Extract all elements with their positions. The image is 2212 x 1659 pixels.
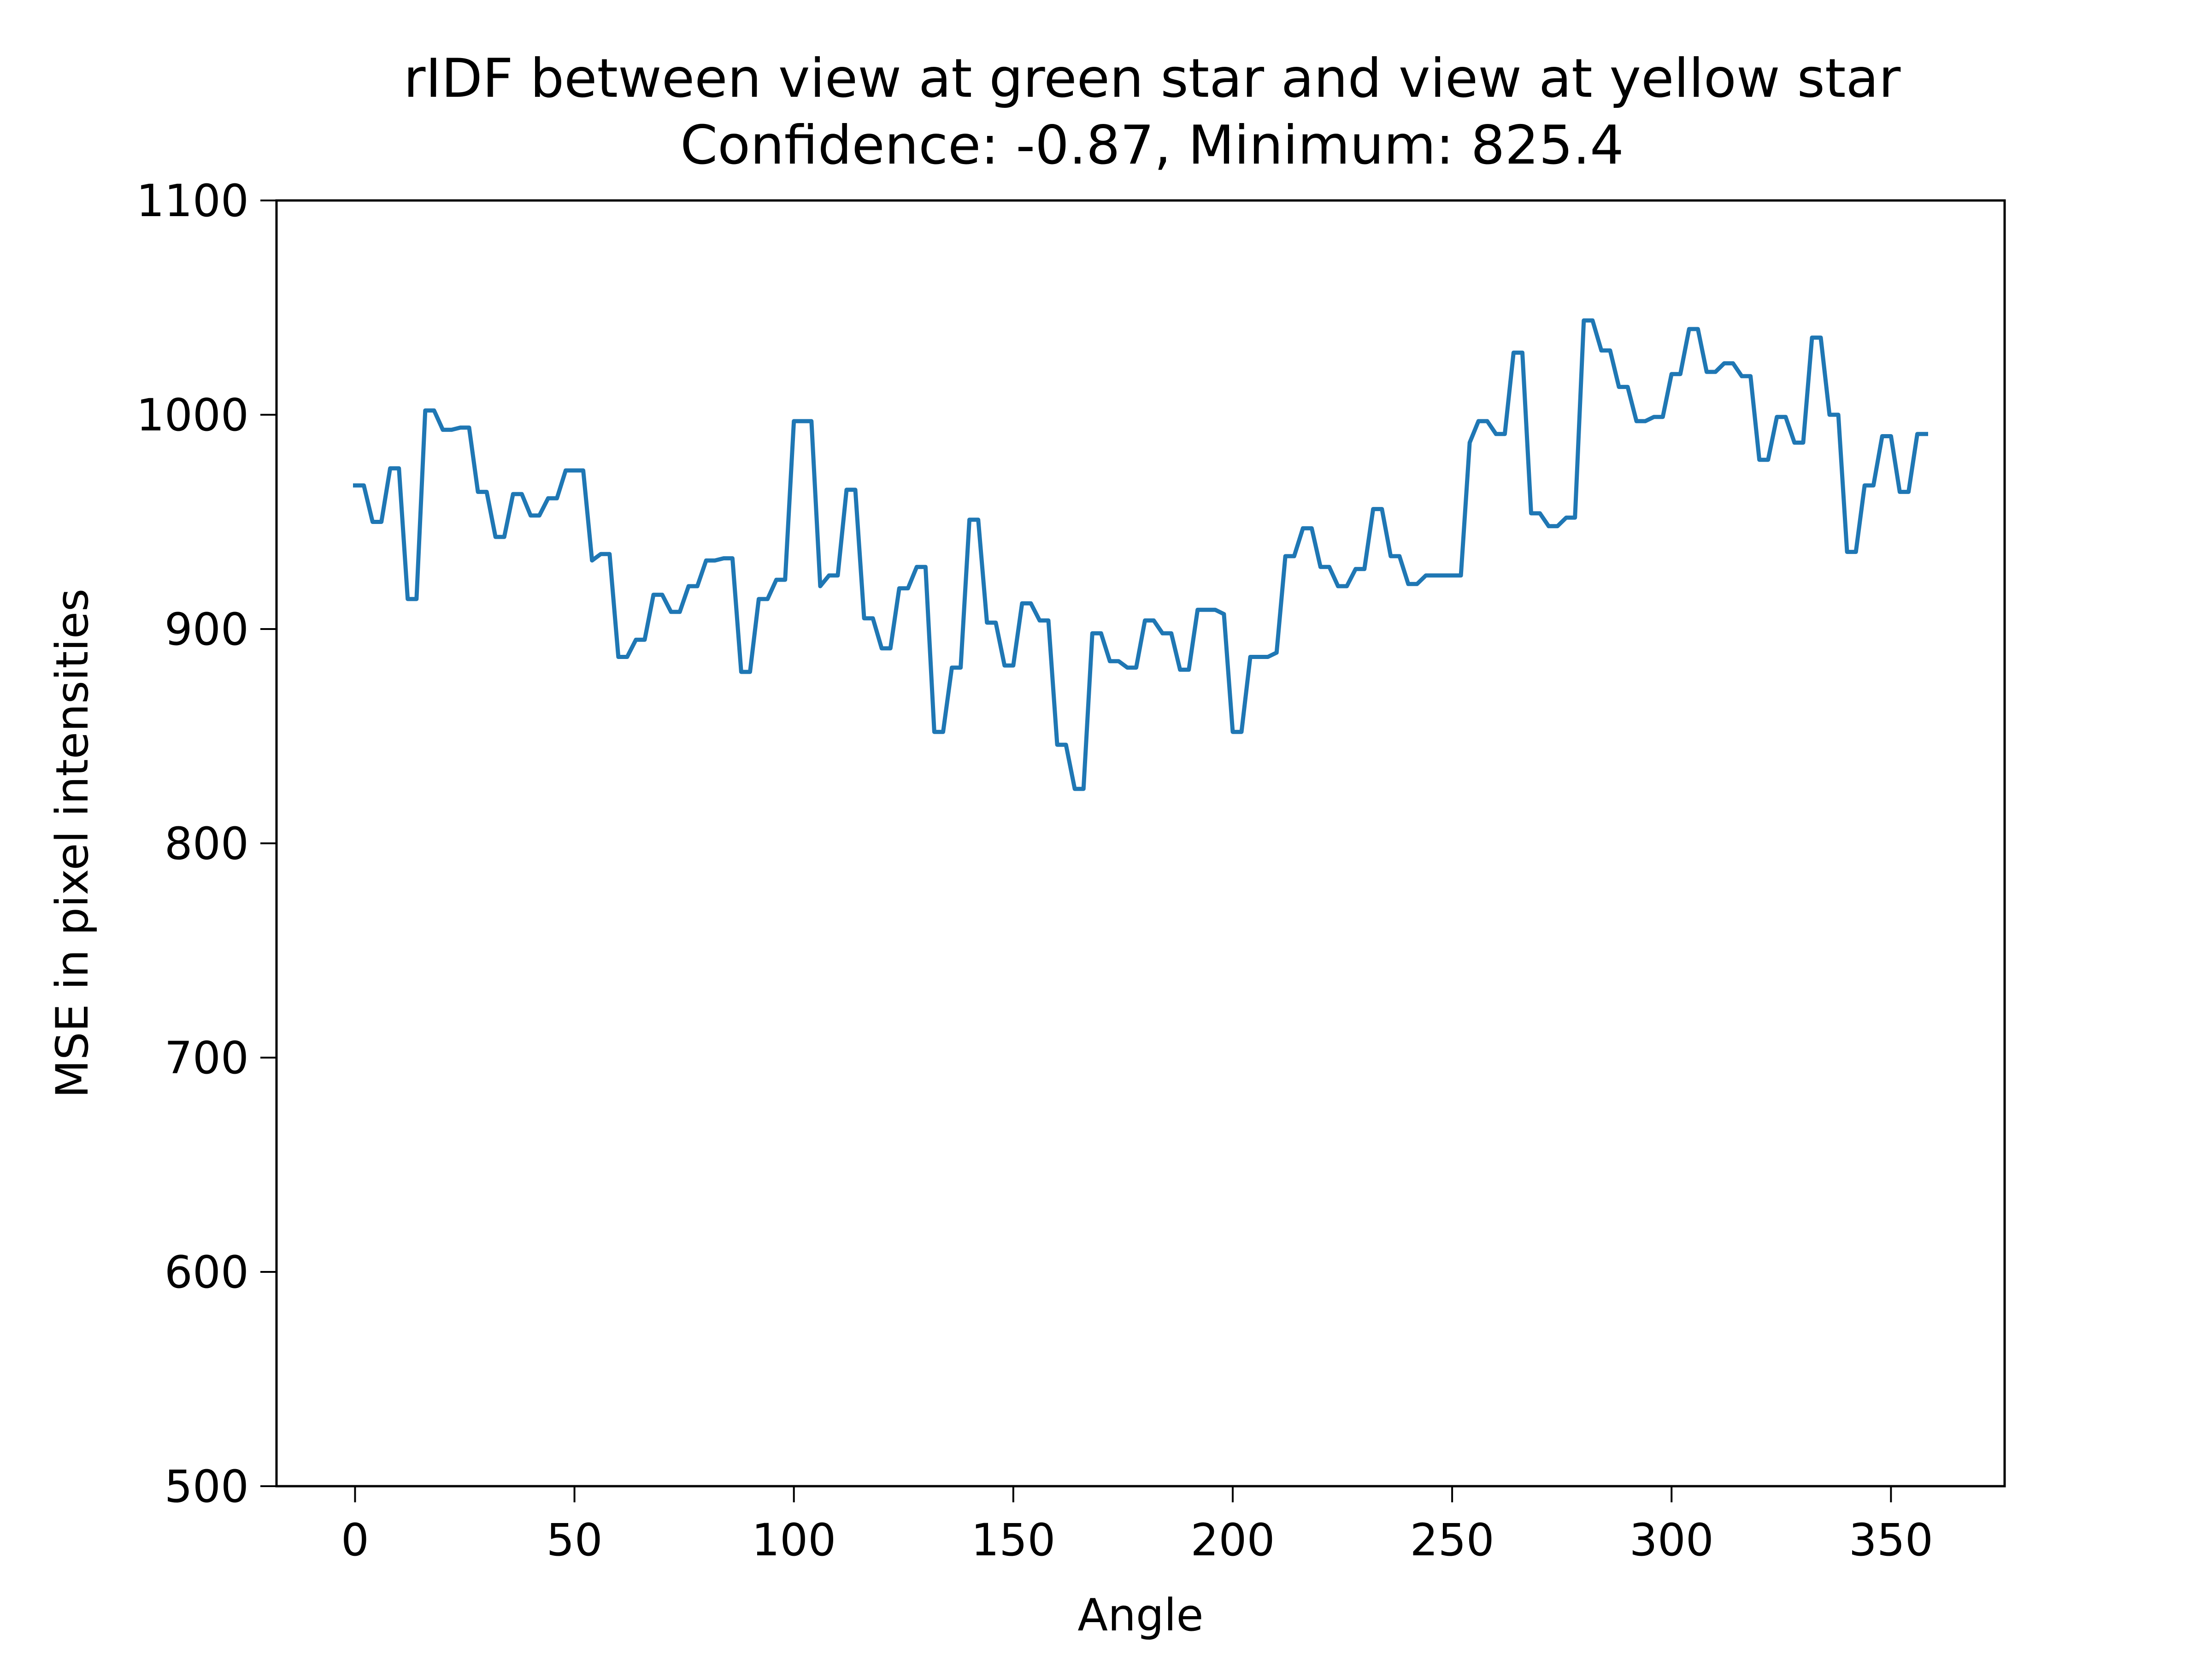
y-tick-label: 900 [165,604,249,655]
x-axis: 0 50 100 150 200 250 300 350 [341,1486,1933,1566]
series-line-0 [353,318,1928,791]
chart-title: rIDF between view at green star and view… [404,47,1901,110]
x-tick-label: 0 [341,1514,369,1566]
x-tick-label: 300 [1630,1514,1714,1566]
x-tick-label: 200 [1190,1514,1275,1566]
y-axis: 500 600 700 800 900 1000 1100 [136,175,276,1512]
y-tick-label: 800 [165,818,249,870]
y-tick-label: 600 [165,1247,249,1298]
chart-subtitle: Confidence: -0.87, Minimum: 825.4 [680,114,1624,176]
y-axis-label: MSE in pixel intensities [47,588,98,1098]
y-tick-label: 1000 [136,389,249,441]
x-axis-label: Angle [1077,1589,1203,1641]
x-tick-label: 50 [547,1514,603,1566]
y-tick-label: 700 [165,1032,249,1084]
plot-area [353,318,1928,791]
y-tick-label: 1100 [136,175,249,227]
x-tick-label: 150 [971,1514,1055,1566]
x-tick-label: 100 [752,1514,836,1566]
y-tick-label: 500 [165,1461,249,1512]
x-tick-label: 350 [1849,1514,1933,1566]
x-tick-label: 250 [1410,1514,1494,1566]
